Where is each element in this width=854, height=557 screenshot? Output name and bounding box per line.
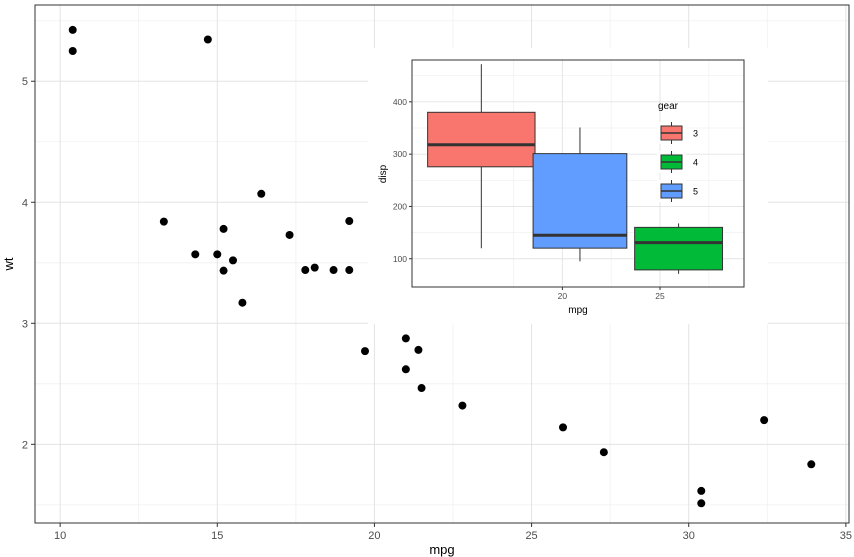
scatter-x-ticks: 10 15 20 25 30 35 [54, 523, 852, 542]
box-gear-3 [427, 64, 536, 249]
legend-label: 5 [693, 187, 698, 197]
scatter-y-ticks: 2 3 4 5 [22, 76, 35, 451]
scatter-point [414, 345, 423, 354]
scatter-point [599, 448, 608, 457]
y-tick-label: 4 [22, 197, 28, 209]
scatter-point [345, 266, 354, 275]
scatter-point [329, 266, 338, 275]
inset-y-tick-label: 400 [393, 97, 407, 107]
scatter-point [285, 230, 294, 239]
inset-y-ticks: 100 200 300 400 [393, 97, 412, 264]
scatter-point [68, 25, 77, 34]
scatter-point [191, 250, 200, 259]
x-tick-label: 35 [840, 530, 852, 542]
scatter-point [203, 35, 212, 44]
y-tick-label: 3 [22, 318, 28, 330]
scatter-point [345, 217, 354, 226]
y-tick-label: 5 [22, 76, 28, 88]
scatter-point [219, 266, 228, 275]
scatter-point [458, 401, 467, 410]
scatter-point [68, 46, 77, 55]
box-body [532, 153, 628, 249]
scatter-point [697, 499, 706, 508]
scatter-point [301, 266, 310, 275]
inset-y-tick-label: 100 [393, 254, 407, 264]
scatter-x-axis-title: mpg [429, 542, 454, 557]
x-tick-label: 15 [211, 530, 223, 542]
scatter-point [219, 224, 228, 233]
scatter-point [310, 263, 319, 272]
inset-x-tick-label: 25 [655, 291, 665, 301]
inset-x-tick-label: 20 [558, 291, 568, 301]
scatter-plot-border [34, 4, 850, 524]
scatter-point [229, 256, 237, 265]
scatter-point [238, 298, 247, 307]
legend-item-gear-3: 3 [657, 122, 698, 144]
inset-x-axis-title: mpg [568, 305, 587, 316]
legend-item-gear-4: 4 [657, 151, 698, 173]
x-tick-label: 25 [525, 530, 537, 542]
scatter-y-axis-title: wt [1, 257, 16, 271]
scatter-point [257, 189, 266, 198]
box-body [634, 226, 724, 271]
inset-boxes [427, 64, 724, 274]
x-tick-label: 30 [683, 530, 695, 542]
scatter-point [760, 416, 769, 425]
x-tick-label: 10 [54, 530, 66, 542]
legend-item-gear-5: 5 [657, 180, 698, 202]
box-gear-4 [634, 223, 724, 274]
inset-x-ticks: 20 25 [558, 287, 665, 301]
box-gear-5 [532, 127, 628, 262]
scatter-point [159, 217, 168, 226]
scatter-point [401, 334, 410, 343]
scatter-point [213, 250, 222, 259]
y-tick-label: 2 [22, 439, 28, 451]
box-body [427, 111, 536, 168]
scatter-point [417, 384, 426, 393]
scatter-point [401, 365, 410, 374]
scatter-point [361, 347, 369, 356]
inset-panel-border [411, 59, 745, 288]
inset-legend: gear 3 4 5 [657, 101, 698, 202]
legend-title: gear [658, 101, 679, 112]
scatter-point [697, 486, 706, 495]
legend-label: 3 [693, 129, 698, 139]
legend-label: 4 [693, 158, 698, 168]
scatter-point [807, 460, 816, 469]
scatter-point [559, 423, 567, 432]
inset-y-tick-label: 300 [393, 149, 407, 159]
inset-y-axis-title: disp [378, 164, 389, 183]
inset-y-tick-label: 200 [393, 201, 407, 211]
x-tick-label: 20 [368, 530, 380, 542]
